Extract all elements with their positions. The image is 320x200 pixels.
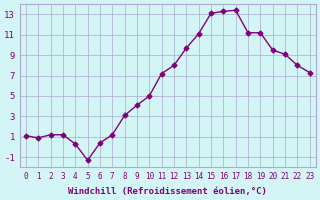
X-axis label: Windchill (Refroidissement éolien,°C): Windchill (Refroidissement éolien,°C) <box>68 187 267 196</box>
